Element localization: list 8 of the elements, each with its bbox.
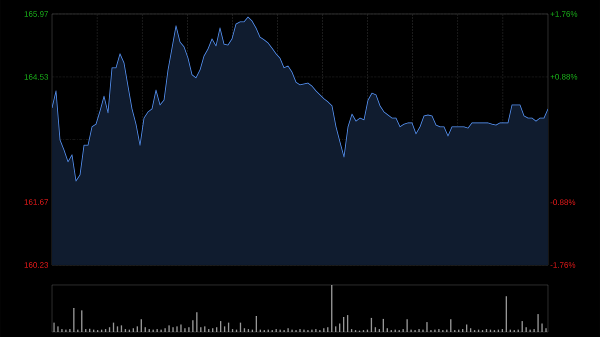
y2-tick-label: +0.88% (550, 74, 578, 80)
y2-tick-label: -0.88% (550, 199, 576, 206)
y-tick-label: 165.97 (24, 11, 48, 17)
y-tick-label: 164.53 (24, 74, 48, 80)
y-tick-label: 161.67 (24, 199, 48, 205)
y2-tick-label: +1.76% (550, 11, 578, 17)
y-tick-label: 160.23 (24, 262, 48, 268)
y2-tick-label: -1.76% (550, 262, 576, 268)
